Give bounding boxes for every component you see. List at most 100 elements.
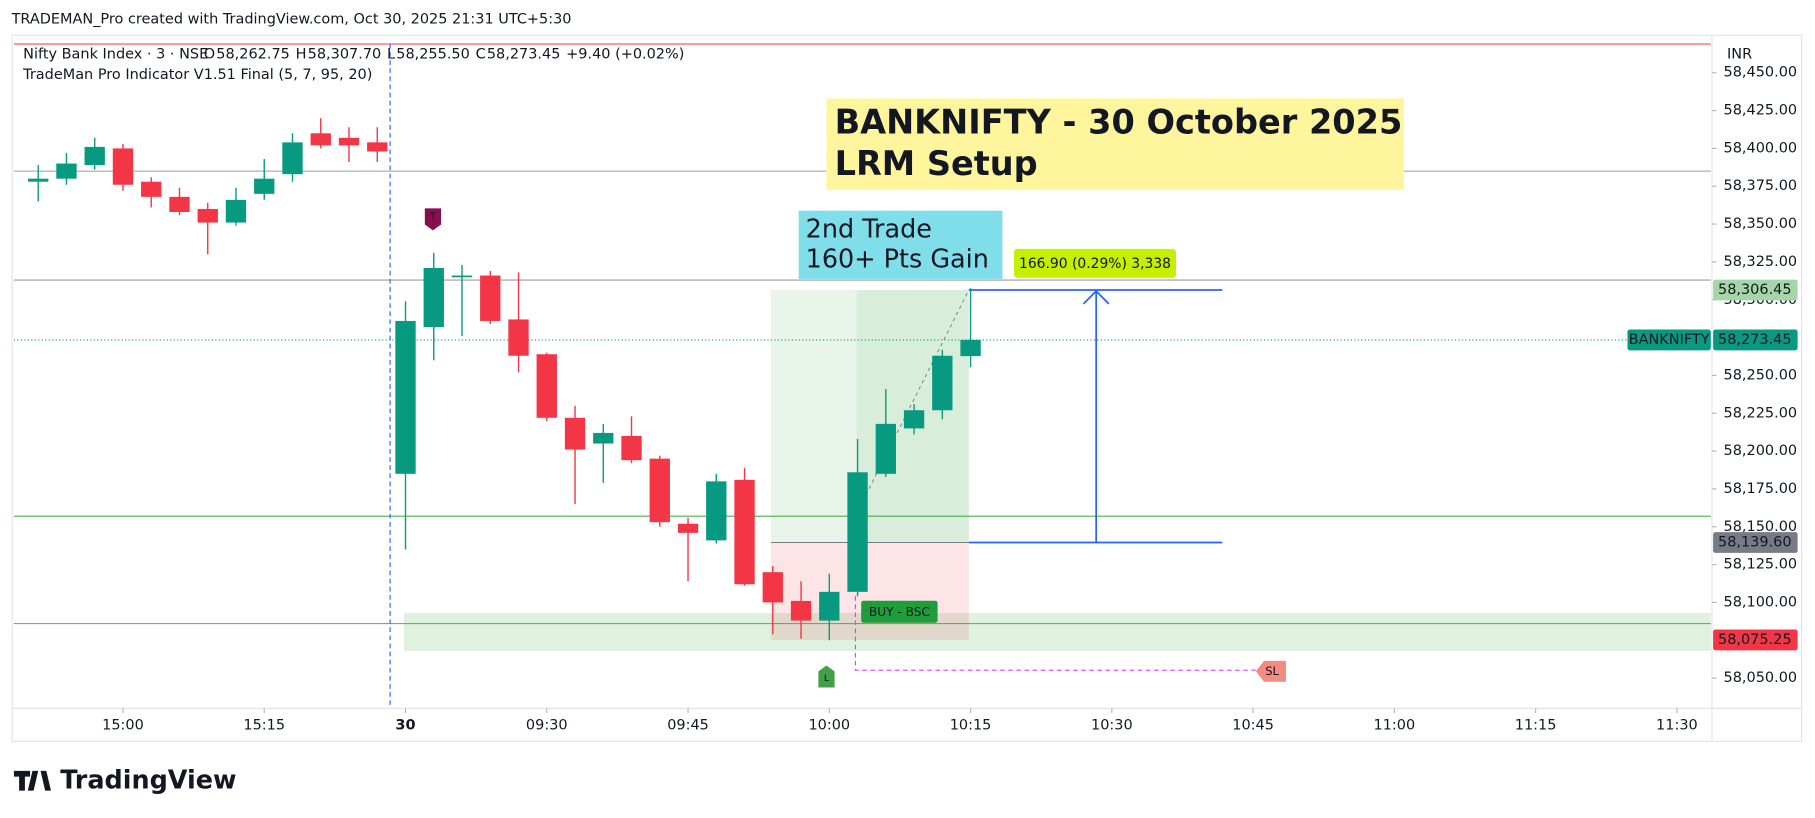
logo: TradingView [13, 765, 237, 795]
arrow-head [1082, 289, 1110, 305]
t-marker [424, 208, 442, 231]
candle-body [338, 137, 360, 146]
candle-body [706, 481, 727, 541]
candle-body [536, 354, 557, 418]
price-tag-label: 58,139.60 [1718, 535, 1792, 551]
candle-body [84, 146, 105, 166]
candle-body [367, 142, 388, 152]
buy-box [861, 600, 938, 623]
measure-box [1013, 248, 1177, 278]
candle-body [282, 142, 303, 175]
x-tick-label: 10:30 [1091, 718, 1133, 734]
t-label: T [429, 211, 436, 222]
support-zone [403, 613, 1711, 651]
legend-key: C [476, 46, 486, 62]
x-tick-label: 15:15 [243, 718, 285, 734]
price-tag-label: 58,075.25 [1718, 632, 1792, 648]
candle-body [762, 572, 783, 603]
price-tag [1713, 279, 1798, 301]
candle-body [932, 355, 953, 411]
symbol-tag-label: BANKNIFTY [1629, 332, 1710, 348]
x-tick-label: 11:30 [1656, 718, 1698, 734]
indicator: TradeMan Pro Indicator V1.51 Final (5, 7… [22, 67, 372, 83]
symbol-tag [1627, 329, 1711, 351]
y-tick-label: 58,050.00 [1724, 670, 1798, 686]
trend-line [856, 289, 970, 514]
l-label: L [824, 673, 830, 684]
trade-line: 2nd Trade [806, 214, 932, 244]
candle-body [112, 148, 134, 185]
candle-body [677, 523, 699, 533]
candle-body [28, 178, 49, 182]
candle-body [310, 133, 331, 146]
logo-text: TradingView [60, 765, 236, 795]
candle-body [847, 472, 868, 592]
candle-body [141, 181, 162, 197]
y-tick-label: 58,125.00 [1724, 557, 1798, 573]
y-tick-label: 58,175.00 [1724, 481, 1798, 497]
price-tag [1713, 629, 1798, 651]
measure-label: 166.90 (0.29%) 3,338 [1019, 256, 1171, 272]
legend-change: +9.40 (+0.02%) [566, 46, 684, 62]
trade-box [798, 210, 1003, 279]
price-tag-label: 58,273.45 [1718, 332, 1792, 348]
x-tick-label: 30 [395, 718, 415, 734]
x-tick-label: 11:00 [1374, 718, 1416, 734]
y-tick-label: 58,250.00 [1724, 367, 1798, 383]
frame [11, 34, 1803, 742]
x-tick-label: 10:00 [808, 718, 850, 734]
title-line: LRM Setup [835, 144, 1038, 183]
y-tick-label: 58,100.00 [1724, 594, 1798, 610]
x-tick-label: 10:45 [1232, 718, 1274, 734]
price-tag-label: 58,306.45 [1718, 282, 1792, 298]
candle-body [254, 178, 275, 194]
legend-key: O [204, 46, 215, 62]
candle-body [819, 591, 840, 621]
overlay: Nifty Bank Index · 3 · NSE TradeMan Pro … [22, 46, 1798, 734]
price-tag [1713, 532, 1798, 553]
candle-body [56, 163, 77, 179]
loss-zone [770, 542, 969, 640]
legend-value: 58,255.50 [396, 46, 470, 62]
candle-body [197, 208, 218, 223]
y-tick-label: 58,150.00 [1724, 519, 1798, 535]
legend-value: 58,262.75 [216, 46, 290, 62]
candle-body [564, 417, 586, 450]
x-tick-label: 09:45 [667, 718, 709, 734]
l-marker [818, 665, 835, 688]
profit-zone [770, 289, 969, 543]
legend-value: 58,273.45 [487, 46, 561, 62]
trade-line: 160+ Pts Gain [806, 244, 989, 274]
sl-box [1255, 660, 1287, 682]
candle-body [790, 600, 812, 621]
candle-body [649, 458, 670, 523]
plot [13, 43, 1717, 714]
candle-body [593, 432, 614, 444]
symbol: Nifty Bank Index · 3 · NSE [23, 46, 208, 62]
candle-body [734, 479, 755, 585]
candle-body [903, 410, 925, 429]
title-line: BANKNIFTY - 30 October 2025 [835, 102, 1403, 141]
sl-line [854, 596, 1256, 671]
candle-body [875, 423, 896, 474]
y-tick-label: 58,225.00 [1724, 405, 1798, 421]
candle-body [480, 275, 501, 321]
y-tick-label: 58,400.00 [1724, 140, 1798, 156]
candle-body [621, 435, 642, 461]
title-box [826, 98, 1405, 190]
y-tick-label: 58,375.00 [1724, 178, 1798, 194]
y-tick-label: 58,425.00 [1724, 103, 1798, 119]
x-tick-label: 10:15 [950, 718, 992, 734]
price-tag [1713, 329, 1798, 351]
attribution: TRADEMAN_Pro created with TradingView.co… [11, 12, 572, 28]
x-tick-label: 15:00 [102, 718, 144, 734]
candle-body [225, 199, 247, 223]
candle-body [169, 196, 190, 212]
x-tick-label: 09:30 [526, 718, 568, 734]
buy-label: BUY - BSC [869, 605, 930, 619]
currency: INR [1727, 46, 1752, 62]
candle-body [960, 339, 981, 357]
candle-body [395, 320, 416, 474]
candle-body [423, 267, 444, 327]
